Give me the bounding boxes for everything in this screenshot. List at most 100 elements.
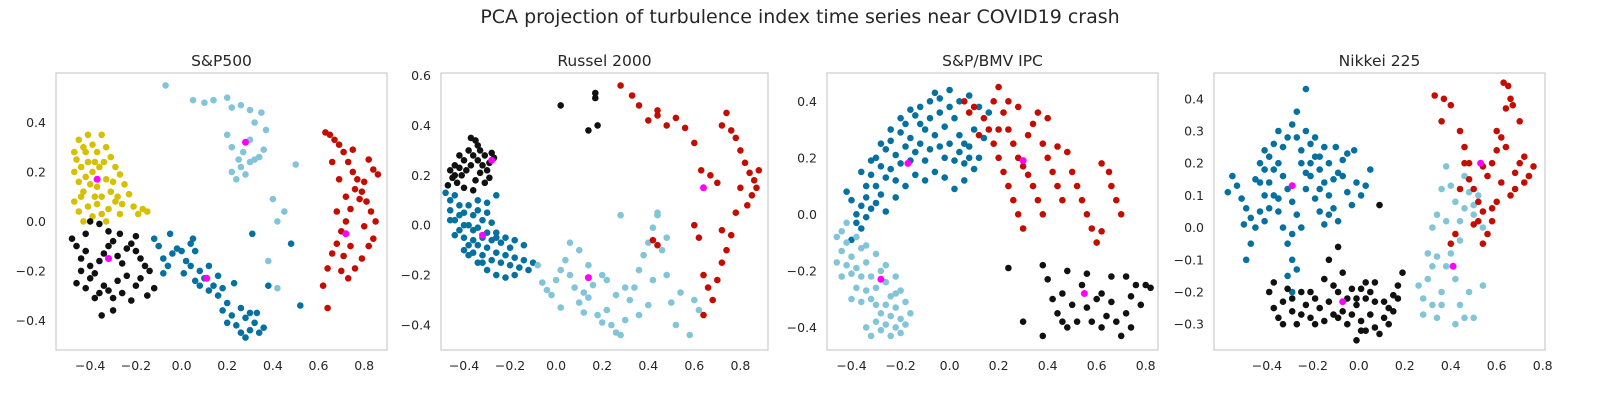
scatter-point	[1284, 240, 1291, 247]
centroid-marker	[1477, 159, 1485, 167]
scatter-point	[91, 270, 99, 277]
scatter-point	[228, 312, 236, 319]
scatter-point	[1068, 301, 1076, 309]
y-tick-label: 0.4	[26, 115, 46, 130]
scatter-point	[700, 271, 707, 279]
scatter-point	[718, 226, 726, 234]
scatter-point	[1005, 182, 1012, 190]
scatter-point	[237, 101, 245, 109]
scatter-point	[1302, 127, 1310, 135]
scatter-point	[214, 272, 222, 280]
scatter-point	[748, 192, 756, 199]
scatter-point	[1039, 332, 1047, 340]
scatter-point	[374, 171, 382, 178]
scatter-point	[936, 143, 944, 150]
scatter-point	[1371, 298, 1379, 306]
scatter-point	[446, 197, 454, 204]
scatter-point	[1293, 320, 1301, 328]
scatter-point	[617, 82, 624, 89]
scatter-point	[319, 282, 327, 290]
scatter-point	[1438, 185, 1445, 193]
scatter-point	[617, 211, 624, 219]
scatter-point	[1252, 176, 1259, 183]
scatter-point	[125, 190, 133, 198]
scatter-point	[965, 154, 973, 162]
scatter-point	[1488, 205, 1496, 212]
scatter-point	[598, 271, 606, 279]
scatter-point	[1098, 290, 1105, 297]
scatter-point	[497, 239, 505, 246]
scatter-point	[228, 143, 236, 151]
scatter-point	[467, 162, 475, 169]
scatter-point	[931, 131, 939, 139]
scatter-point	[1433, 253, 1441, 260]
scatter-point	[1429, 263, 1436, 270]
scatter-point	[249, 230, 256, 238]
scatter-point	[695, 234, 703, 241]
scatter-point	[617, 331, 624, 339]
scatter-point	[446, 167, 454, 174]
scatter-point	[71, 198, 78, 205]
scatter-point	[872, 199, 880, 207]
scatter-point	[534, 261, 541, 269]
y-tick-label: −0.2	[16, 263, 46, 278]
scatter-point	[75, 136, 83, 144]
scatter-point	[956, 148, 963, 156]
scatter-point	[116, 230, 124, 238]
plot-frame	[826, 72, 1159, 351]
scatter-point	[474, 207, 482, 214]
scatter-point	[1357, 317, 1365, 325]
x-tick-label: 0.0	[940, 358, 960, 373]
scatter-point	[335, 141, 343, 148]
scatter-point	[626, 296, 634, 304]
scatter-point	[1224, 188, 1232, 196]
scatter-point	[887, 126, 894, 133]
scatter-point	[210, 282, 217, 290]
scatter-point	[1311, 320, 1319, 328]
scatter-point	[1247, 214, 1255, 222]
scatter-point	[1394, 295, 1402, 302]
scatter-point	[1498, 179, 1505, 186]
scatter-point	[1321, 275, 1328, 283]
scatter-point	[451, 192, 459, 199]
scatter-point	[246, 326, 254, 334]
scatter-point	[1233, 182, 1241, 189]
scatter-point	[1054, 143, 1061, 150]
scatter-point	[1275, 314, 1282, 322]
scatter-point	[1005, 98, 1012, 105]
scatter-point	[1014, 211, 1022, 218]
scatter-point	[456, 211, 463, 219]
scatter-point	[469, 187, 477, 194]
scatter-point	[654, 107, 661, 114]
scatter-point	[1321, 317, 1328, 325]
scatter-point	[677, 289, 684, 296]
y-tick-label: 0.6	[411, 68, 431, 83]
scatter-point	[723, 109, 730, 117]
scatter-point	[1261, 166, 1268, 173]
scatter-point	[970, 103, 978, 111]
scatter-point	[1339, 156, 1346, 164]
scatter-point	[1321, 143, 1328, 151]
scatter-point	[118, 260, 126, 267]
scatter-point	[990, 98, 997, 105]
scatter-point	[882, 146, 890, 153]
scatter-point	[951, 185, 958, 193]
scatter-point	[1376, 201, 1383, 209]
scatter-point	[114, 252, 121, 260]
scatter-point	[635, 266, 643, 274]
scatter-point	[242, 334, 249, 341]
scatter-point	[223, 319, 231, 327]
scatter-point	[1452, 230, 1459, 238]
scatter-point	[1334, 243, 1342, 251]
scatter-point	[882, 174, 890, 181]
scatter-point	[1465, 176, 1473, 183]
scatter-point	[1447, 240, 1455, 247]
scatter-point	[102, 176, 110, 183]
scatter-point	[1083, 270, 1091, 278]
scatter-point	[887, 293, 894, 300]
scatter-point	[1316, 185, 1323, 193]
x-tick-label: 0.4	[638, 358, 658, 373]
scatter-point	[1117, 211, 1125, 218]
scatter-point	[123, 272, 131, 280]
scatter-point	[965, 109, 973, 116]
